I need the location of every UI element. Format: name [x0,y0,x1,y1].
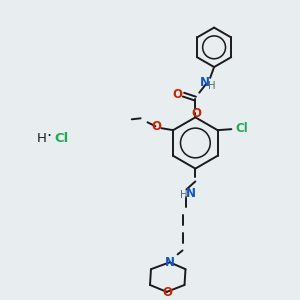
Text: O: O [191,107,201,120]
Text: N: N [200,76,210,89]
Text: O: O [163,286,173,299]
Text: N: N [185,187,195,200]
Text: H: H [37,131,46,145]
Text: ·: · [46,129,51,144]
Text: N: N [165,256,175,269]
Text: H: H [208,81,216,91]
Text: Cl: Cl [54,131,68,145]
Text: O: O [172,88,183,101]
Text: Cl: Cl [236,122,249,135]
Text: O: O [152,120,161,133]
Text: H: H [180,190,187,200]
